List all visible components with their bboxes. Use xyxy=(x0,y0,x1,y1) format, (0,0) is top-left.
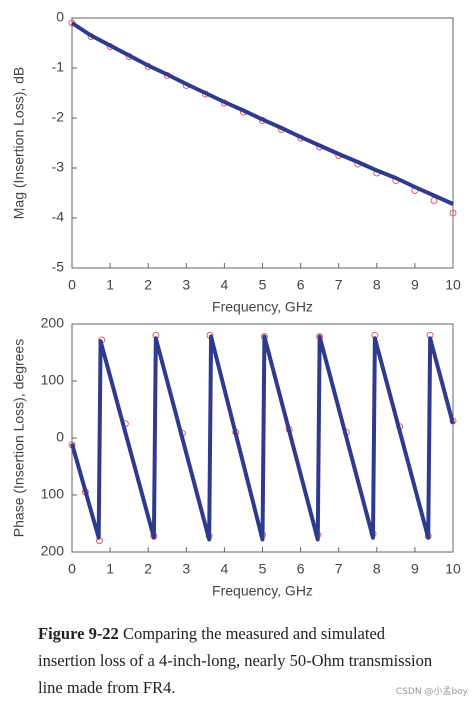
y-tick-label: 200 xyxy=(41,315,65,331)
x-tick-label: 8 xyxy=(373,561,381,577)
x-tick-label: 4 xyxy=(221,277,229,293)
x-tick-label: 7 xyxy=(335,561,343,577)
x-tick-label: 9 xyxy=(411,561,419,577)
x-tick-label: 2 xyxy=(144,561,152,577)
x-tick-label: 9 xyxy=(411,277,419,293)
caption-label: Figure 9-22 xyxy=(38,624,119,643)
x-tick-label: 0 xyxy=(68,561,76,577)
y-tick-label: 0 xyxy=(56,429,64,445)
y-tick-label: -2 xyxy=(52,109,65,125)
y-tick-label: -4 xyxy=(52,209,65,225)
x-tick-label: 1 xyxy=(106,277,114,293)
x-tick-label: 5 xyxy=(259,561,267,577)
y-tick-label: -3 xyxy=(52,159,65,175)
x-axis-label: Frequency, GHz xyxy=(212,583,313,599)
x-tick-label: 6 xyxy=(297,277,305,293)
x-tick-label: 10 xyxy=(445,561,461,577)
x-tick-label: 0 xyxy=(68,277,76,293)
simulated-line xyxy=(70,21,454,206)
x-tick-label: 6 xyxy=(297,561,305,577)
caption: Figure 9-22 Comparing the measured and s… xyxy=(38,620,438,701)
y-tick-label: 100 xyxy=(41,372,65,388)
x-tick-label: 4 xyxy=(221,561,229,577)
x-tick-label: 2 xyxy=(144,277,152,293)
y-tick-label: -1 xyxy=(52,59,65,75)
x-tick-label: 7 xyxy=(335,277,343,293)
y-tick-label: 200 xyxy=(41,543,65,559)
y-tick-label: 100 xyxy=(41,486,65,502)
x-axis-label: Frequency, GHz xyxy=(212,299,313,315)
y-tick-label: 0 xyxy=(56,9,64,25)
caption-text: Comparing the measured and simulated ins… xyxy=(38,624,433,697)
x-tick-label: 5 xyxy=(259,277,267,293)
watermark: CSDN @小孟boy xyxy=(395,687,468,697)
x-tick-label: 10 xyxy=(445,277,461,293)
x-tick-label: 3 xyxy=(182,277,190,293)
y-axis-label: Mag (Insertion Loss), dB xyxy=(11,67,27,220)
simulated-line xyxy=(70,334,455,542)
y-tick-label: -5 xyxy=(52,259,65,275)
x-tick-label: 1 xyxy=(106,561,114,577)
y-axis-label: Phase (Insertion Loss), degrees xyxy=(11,339,27,537)
x-tick-label: 3 xyxy=(182,561,190,577)
x-tick-label: 8 xyxy=(373,277,381,293)
measured-point xyxy=(449,209,457,217)
